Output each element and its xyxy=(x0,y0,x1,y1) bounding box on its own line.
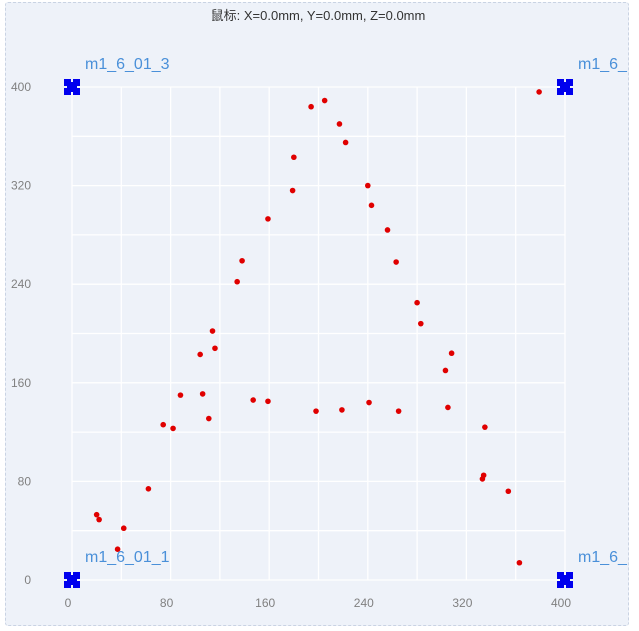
marker-label: m1_6_01_1 xyxy=(85,549,170,566)
data-point xyxy=(239,257,245,264)
marker-label: m1_6_ xyxy=(578,549,628,566)
data-point xyxy=(96,516,102,523)
data-point xyxy=(536,89,542,95)
data-point xyxy=(384,227,391,233)
x-tick-label: 400 xyxy=(551,596,571,610)
data-point xyxy=(482,424,488,430)
data-point xyxy=(212,345,218,352)
data-point xyxy=(170,425,176,432)
data-point xyxy=(177,392,184,398)
y-tick-label: 240 xyxy=(11,277,31,291)
data-point xyxy=(395,408,402,414)
data-point xyxy=(480,472,487,479)
data-point xyxy=(516,559,523,566)
data-point xyxy=(417,320,424,327)
plot-panel[interactable]: 鼠标: X=0.0mm, Y=0.0mm, Z=0.0mm 0 80 160 240 3… xyxy=(5,2,629,626)
data-point xyxy=(336,121,343,127)
corner-marker-icon[interactable] xyxy=(64,572,80,588)
data-point xyxy=(199,391,206,397)
x-tick-label: 0 xyxy=(65,596,72,610)
corner-marker-icon[interactable] xyxy=(557,79,573,95)
y-tick-label: 400 xyxy=(11,80,31,94)
marker-label: m1_6_01_3 xyxy=(85,56,170,73)
x-tick-label: 320 xyxy=(452,596,472,610)
data-point xyxy=(114,546,121,552)
data-point xyxy=(197,351,203,358)
y-tick-label: 80 xyxy=(18,474,32,488)
y-tick-label: 320 xyxy=(11,179,31,193)
data-point xyxy=(234,278,240,285)
data-point xyxy=(120,525,127,532)
data-point xyxy=(442,367,449,374)
marker-label: m1_6_ xyxy=(578,56,628,73)
data-point xyxy=(342,139,349,146)
mouse-coordinate-readout: 鼠标: X=0.0mm, Y=0.0mm, Z=0.0mm xyxy=(210,8,426,23)
x-tick-label: 80 xyxy=(160,596,174,610)
data-point xyxy=(209,328,216,334)
y-tick-label: 160 xyxy=(11,376,31,390)
data-point xyxy=(145,485,152,492)
y-tick-label: 0 xyxy=(24,573,31,587)
data-point xyxy=(250,397,256,403)
data-point xyxy=(206,415,212,422)
data-point xyxy=(368,202,375,209)
corner-marker-icon[interactable] xyxy=(557,572,573,588)
data-point xyxy=(291,154,297,161)
data-point xyxy=(265,216,271,222)
data-point xyxy=(414,299,420,306)
data-point xyxy=(365,182,371,189)
data-point xyxy=(265,398,271,405)
data-point xyxy=(321,97,328,104)
data-point xyxy=(505,488,512,495)
x-tick-label: 160 xyxy=(255,596,275,610)
data-point xyxy=(289,187,296,194)
data-point xyxy=(448,350,455,357)
data-point xyxy=(393,259,399,265)
corner-marker-icon[interactable] xyxy=(64,79,80,95)
data-point xyxy=(308,103,314,110)
data-point xyxy=(313,408,319,414)
data-point xyxy=(366,399,372,406)
data-point xyxy=(160,421,167,428)
data-point xyxy=(445,404,451,411)
x-tick-label: 240 xyxy=(354,596,374,610)
data-point xyxy=(339,407,345,413)
data-point xyxy=(93,511,100,518)
